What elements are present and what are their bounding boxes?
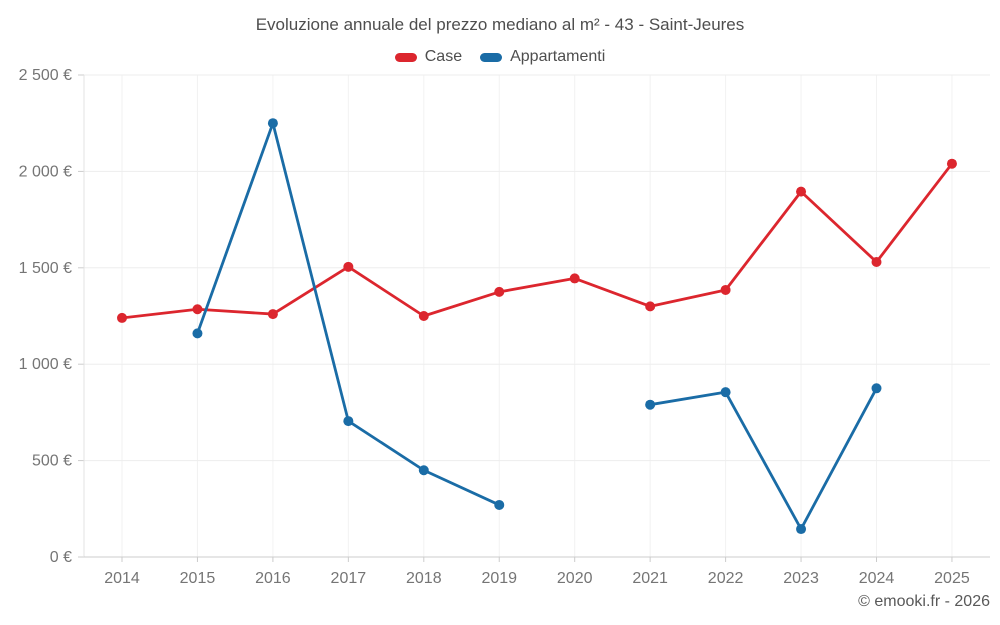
x-axis-label: 2023 <box>783 570 819 587</box>
data-point-case-2024[interactable] <box>871 257 882 268</box>
data-point-case-2014[interactable] <box>117 312 127 323</box>
data-point-case-2018[interactable] <box>418 311 429 321</box>
data-point-case-2020[interactable] <box>569 273 580 284</box>
data-point-appartamenti-2019[interactable] <box>494 499 505 510</box>
y-axis-label: 0 € <box>50 549 72 566</box>
footer-credit: © emooki.fr - 2026 <box>858 593 990 610</box>
series-line-case <box>120 162 954 320</box>
x-axis-label: 2016 <box>255 570 291 587</box>
x-axis-label: 2025 <box>934 570 970 587</box>
data-point-case-2021[interactable] <box>645 301 656 312</box>
appartamenti-series-swatch-icon <box>480 52 503 62</box>
data-point-case-2017[interactable] <box>343 261 354 272</box>
x-axis-label: 2017 <box>331 570 367 587</box>
data-point-appartamenti-2016[interactable] <box>267 118 278 129</box>
data-point-appartamenti-2024[interactable] <box>871 383 882 394</box>
x-axis-label: 2014 <box>104 570 140 587</box>
data-point-appartamenti-2017[interactable] <box>343 416 354 427</box>
data-point-appartamenti-2021[interactable] <box>645 399 656 410</box>
data-point-appartamenti-2022[interactable] <box>720 387 731 398</box>
y-axis-label: 1 000 € <box>19 356 72 373</box>
data-point-case-2023[interactable] <box>796 186 807 197</box>
data-point-case-2022[interactable] <box>720 284 731 295</box>
data-point-appartamenti-2015[interactable] <box>192 328 203 339</box>
y-axis-label: 2 000 € <box>19 163 72 180</box>
data-point-case-2025[interactable] <box>946 158 957 169</box>
x-axis-label: 2022 <box>708 570 744 587</box>
chart-legend: Case Appartamenti <box>0 48 1000 66</box>
x-axis-label: 2015 <box>180 570 216 587</box>
x-axis-label: 2019 <box>481 570 517 587</box>
y-axis-label: 500 € <box>32 453 72 470</box>
x-axis-label: 2018 <box>406 570 442 587</box>
legend-label-case: Case <box>424 48 463 65</box>
x-axis-label: 2021 <box>632 570 668 587</box>
case-series-swatch-icon <box>394 52 417 62</box>
x-axis-label: 2020 <box>557 570 593 587</box>
chart-title: Evoluzione annuale del prezzo mediano al… <box>255 15 745 34</box>
legend-item-case[interactable]: Case <box>394 48 463 66</box>
data-point-case-2019[interactable] <box>494 286 505 297</box>
data-point-case-2015[interactable] <box>192 304 203 315</box>
y-axis-label: 2 500 € <box>19 67 72 84</box>
legend-item-appartamenti[interactable]: Appartamenti <box>480 48 605 66</box>
legend-label-appartamenti: Appartamenti <box>510 48 606 65</box>
x-axis-label: 2024 <box>859 570 895 587</box>
data-point-appartamenti-2018[interactable] <box>418 465 429 476</box>
y-axis-label: 1 500 € <box>19 260 72 277</box>
series-line-appartamenti <box>648 386 878 531</box>
data-point-appartamenti-2023[interactable] <box>796 524 807 535</box>
data-point-case-2016[interactable] <box>267 309 278 320</box>
